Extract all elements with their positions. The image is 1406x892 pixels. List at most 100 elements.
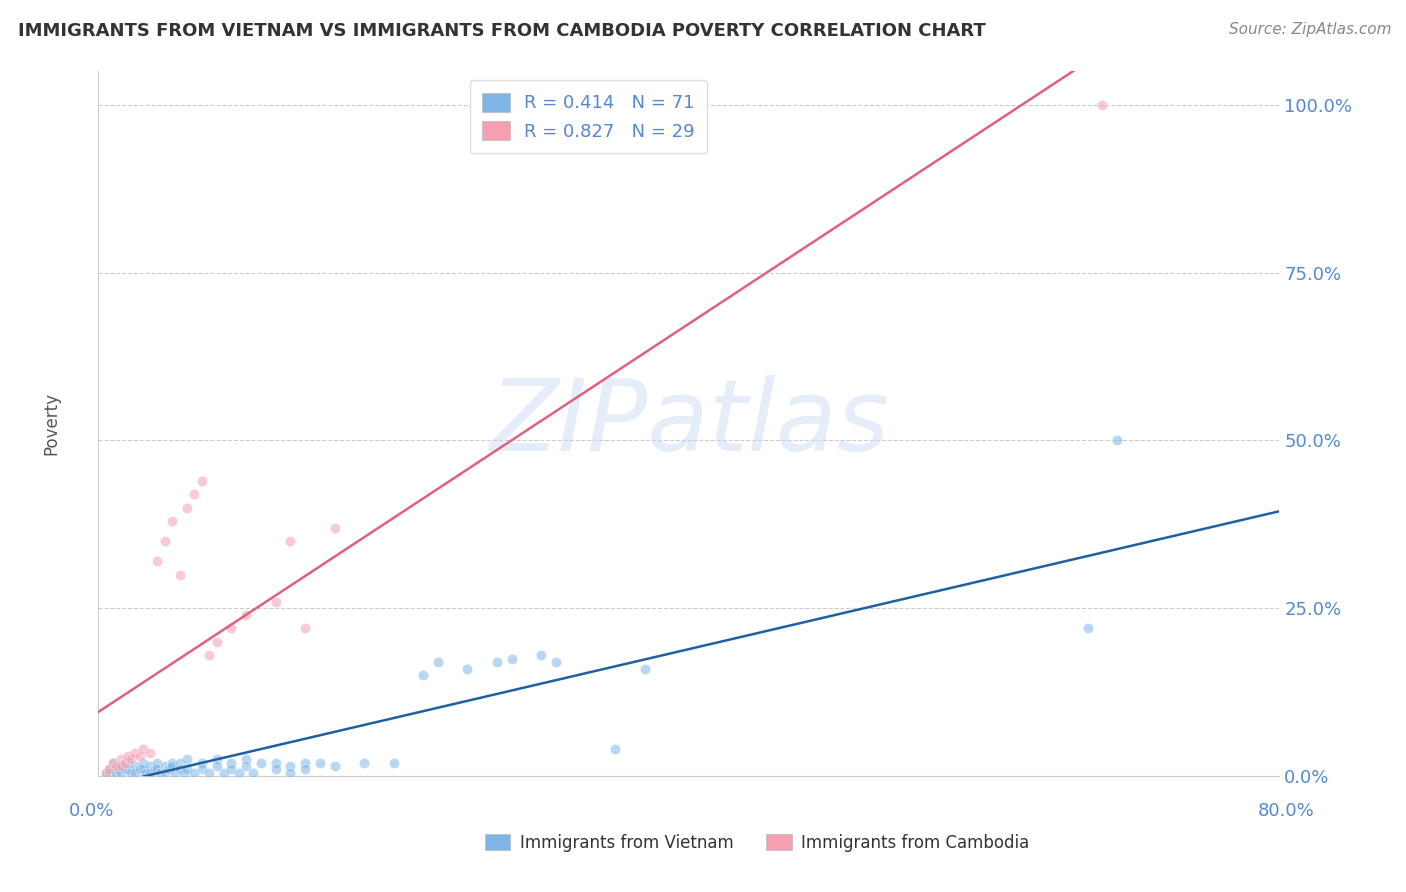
Text: 0.0%: 0.0%	[69, 802, 114, 820]
Point	[157, 762, 180, 776]
Point	[323, 521, 346, 535]
Point	[264, 594, 287, 608]
Point	[105, 759, 128, 773]
Text: Poverty: Poverty	[42, 392, 60, 455]
Point	[97, 762, 120, 776]
Point	[198, 648, 221, 663]
Point	[103, 762, 125, 776]
Point	[294, 756, 316, 770]
Point	[114, 756, 136, 770]
Point	[169, 567, 191, 582]
Point	[110, 759, 132, 773]
Point	[280, 759, 302, 773]
Point	[165, 765, 187, 780]
Point	[162, 514, 183, 528]
Point	[94, 765, 117, 780]
Point	[110, 759, 132, 773]
Point	[1091, 98, 1114, 112]
FancyBboxPatch shape	[485, 834, 510, 850]
Point	[323, 759, 346, 773]
Point	[427, 655, 450, 669]
Point	[235, 752, 257, 766]
Point	[183, 765, 205, 780]
Text: Source: ZipAtlas.com: Source: ZipAtlas.com	[1229, 22, 1392, 37]
Point	[169, 756, 191, 770]
Point	[162, 756, 183, 770]
Point	[191, 762, 214, 776]
Point	[634, 662, 657, 676]
Point	[146, 762, 169, 776]
Point	[176, 762, 198, 776]
Point	[117, 748, 139, 763]
Point	[605, 742, 627, 756]
Point	[124, 765, 146, 780]
Point	[132, 762, 155, 776]
Point	[110, 752, 132, 766]
Point	[117, 756, 139, 770]
Point	[353, 756, 375, 770]
Point	[124, 759, 146, 773]
Point	[117, 762, 139, 776]
Point	[139, 746, 162, 760]
Point	[546, 655, 568, 669]
Point	[228, 765, 250, 780]
Point	[221, 756, 243, 770]
Point	[221, 762, 243, 776]
Point	[103, 756, 125, 770]
Point	[264, 762, 287, 776]
Text: 80.0%: 80.0%	[1258, 802, 1315, 820]
Point	[205, 752, 228, 766]
Point	[183, 487, 205, 501]
Text: Immigrants from Cambodia: Immigrants from Cambodia	[801, 834, 1029, 852]
Point	[280, 534, 302, 549]
Point	[135, 765, 157, 780]
Point	[162, 759, 183, 773]
Point	[294, 762, 316, 776]
Point	[128, 762, 150, 776]
Point	[94, 765, 117, 780]
Point	[530, 648, 553, 663]
Point	[107, 762, 129, 776]
Legend: R = 0.414   N = 71, R = 0.827   N = 29: R = 0.414 N = 71, R = 0.827 N = 29	[470, 80, 707, 153]
Point	[242, 765, 264, 780]
Point	[309, 756, 332, 770]
Point	[176, 500, 198, 515]
Point	[169, 762, 191, 776]
Point	[124, 746, 146, 760]
Point	[382, 756, 405, 770]
Text: IMMIGRANTS FROM VIETNAM VS IMMIGRANTS FROM CAMBODIA POVERTY CORRELATION CHART: IMMIGRANTS FROM VIETNAM VS IMMIGRANTS FR…	[18, 22, 986, 40]
Point	[105, 765, 128, 780]
Point	[120, 752, 142, 766]
Point	[198, 765, 221, 780]
Point	[235, 607, 257, 622]
Point	[153, 765, 176, 780]
Point	[139, 759, 162, 773]
Point	[128, 748, 150, 763]
Point	[153, 534, 176, 549]
Point	[114, 762, 136, 776]
Point	[205, 635, 228, 649]
Point	[143, 762, 166, 776]
Point	[412, 668, 434, 682]
Point	[205, 759, 228, 773]
Text: Immigrants from Vietnam: Immigrants from Vietnam	[520, 834, 734, 852]
Point	[132, 756, 155, 770]
Point	[120, 765, 142, 780]
Point	[97, 762, 120, 776]
Point	[132, 742, 155, 756]
Point	[191, 756, 214, 770]
Point	[457, 662, 479, 676]
Point	[98, 765, 121, 780]
Point	[250, 756, 273, 770]
Point	[1077, 621, 1099, 635]
Point	[212, 765, 235, 780]
Point	[110, 765, 132, 780]
Point	[176, 752, 198, 766]
Point	[146, 756, 169, 770]
Point	[103, 756, 125, 770]
Point	[235, 759, 257, 773]
Point	[149, 765, 172, 780]
Point	[280, 765, 302, 780]
Point	[264, 756, 287, 770]
FancyBboxPatch shape	[766, 834, 792, 850]
